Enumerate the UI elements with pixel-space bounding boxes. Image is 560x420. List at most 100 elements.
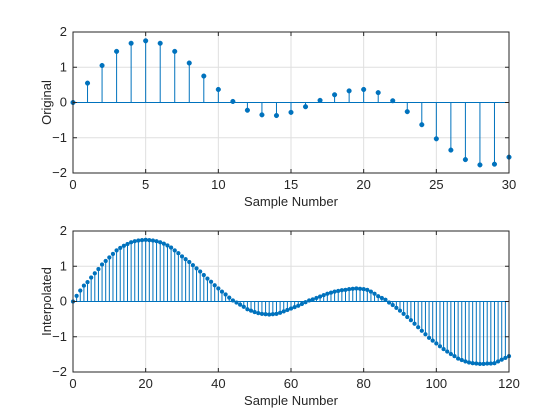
stem-marker xyxy=(263,312,268,317)
stem-marker xyxy=(168,245,174,250)
stem-marker xyxy=(234,300,239,305)
y-tick-label: −2 xyxy=(52,165,67,180)
stem-marker xyxy=(361,86,367,93)
stem-marker xyxy=(230,298,236,303)
y-tick-label: 2 xyxy=(60,223,67,238)
stem-marker xyxy=(274,311,279,316)
stem-marker xyxy=(241,304,246,309)
stem-marker xyxy=(267,312,272,317)
stem-marker xyxy=(343,287,348,293)
stem-marker xyxy=(230,98,236,104)
stem-marker xyxy=(434,341,439,346)
stem-marker xyxy=(244,107,250,113)
stem-marker xyxy=(114,248,119,253)
stem-marker xyxy=(201,73,207,79)
stem-marker xyxy=(281,309,286,314)
stem-marker xyxy=(179,254,185,259)
stem-marker xyxy=(190,263,196,268)
stem-marker xyxy=(183,257,188,262)
y-axis-label: Interpolated xyxy=(39,267,54,336)
stem-marker xyxy=(307,298,312,303)
stem-marker xyxy=(448,351,454,357)
x-tick-label: 120 xyxy=(498,376,520,391)
stem-marker xyxy=(495,359,501,364)
x-tick-label: 40 xyxy=(211,376,225,391)
stem-marker xyxy=(390,98,396,104)
stem-marker xyxy=(470,361,475,366)
stem-marker xyxy=(74,293,79,299)
stem-marker xyxy=(256,310,261,316)
stem-marker xyxy=(143,38,149,44)
stem-marker xyxy=(346,287,352,292)
stem-marker xyxy=(219,289,225,294)
stem-marker xyxy=(408,318,414,323)
stem-marker xyxy=(466,360,472,365)
stem-marker xyxy=(296,303,301,308)
x-tick-label: 80 xyxy=(356,376,370,391)
x-tick-label: 20 xyxy=(356,177,370,192)
stem-marker xyxy=(303,300,308,305)
x-tick-label: 100 xyxy=(425,376,447,391)
stem-marker xyxy=(273,112,280,119)
stem-marker xyxy=(491,161,498,167)
stem-marker xyxy=(455,356,461,361)
x-tick-label: 25 xyxy=(429,177,443,192)
stem-marker xyxy=(172,48,178,54)
y-tick-label: −2 xyxy=(52,364,67,379)
stem-marker xyxy=(499,357,504,362)
stem-marker xyxy=(350,286,355,291)
stem-marker xyxy=(212,283,217,288)
stem-marker xyxy=(404,109,410,115)
stem-marker xyxy=(237,302,243,307)
stem-marker xyxy=(302,104,309,110)
stem-marker xyxy=(346,88,352,94)
y-axis-label: Original xyxy=(39,80,54,125)
stem-marker xyxy=(84,80,91,86)
stem-marker xyxy=(187,259,192,265)
stem-marker xyxy=(314,295,319,301)
stem-marker xyxy=(325,291,330,296)
stem-marker xyxy=(477,361,483,367)
stem-marker xyxy=(150,238,156,243)
stem-marker xyxy=(128,240,134,245)
stem-marker xyxy=(357,286,363,291)
stem-marker xyxy=(463,359,468,364)
stem-marker xyxy=(172,248,177,253)
stem-marker xyxy=(412,321,417,326)
stem-marker xyxy=(485,361,490,366)
stem-marker xyxy=(401,311,406,316)
stem-marker xyxy=(310,297,315,302)
y-tick-label: 0 xyxy=(60,294,67,309)
stem-marker xyxy=(365,287,370,293)
x-tick-label: 10 xyxy=(211,177,225,192)
stem-marker xyxy=(430,338,435,343)
stem-marker xyxy=(132,239,137,244)
stem-marker xyxy=(161,241,166,246)
stem-marker xyxy=(78,288,83,293)
stem-marker xyxy=(158,240,163,245)
stem-marker xyxy=(99,62,105,69)
stem-marker xyxy=(423,332,428,337)
stem-marker xyxy=(85,279,90,285)
stem-marker xyxy=(227,295,232,300)
stem-marker xyxy=(394,305,399,310)
stem-marker xyxy=(503,355,508,361)
stem-marker xyxy=(288,109,294,115)
stem-marker xyxy=(248,308,254,313)
stem-marker xyxy=(208,279,214,284)
stem-marker xyxy=(376,294,381,299)
stem-marker xyxy=(176,251,181,256)
stem-marker xyxy=(372,291,377,296)
stem-marker xyxy=(332,289,337,294)
stem-marker xyxy=(462,157,468,163)
stem-marker xyxy=(445,349,450,354)
stem-marker xyxy=(481,361,486,367)
y-tick-label: 1 xyxy=(60,258,67,273)
stem-marker xyxy=(452,353,457,359)
stem-marker xyxy=(317,97,323,103)
stem-marker xyxy=(277,310,283,315)
stem-marker xyxy=(416,325,421,330)
stem-marker xyxy=(354,286,359,291)
stem-marker xyxy=(165,243,170,248)
